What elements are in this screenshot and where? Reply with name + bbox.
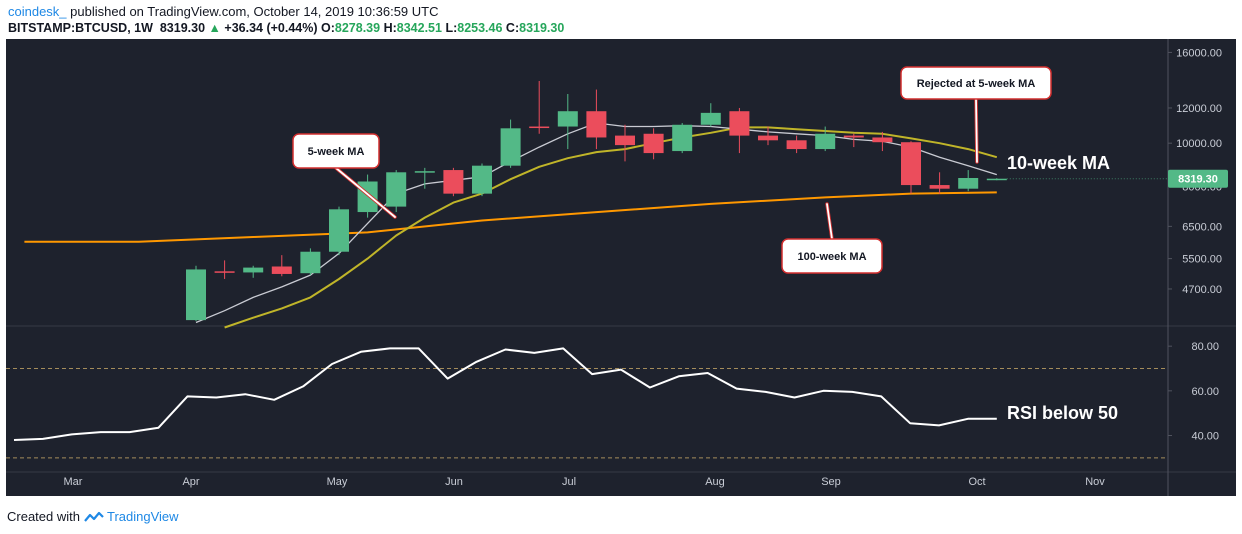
price-tick-label: 10000.00 bbox=[1176, 138, 1222, 150]
candle-body bbox=[815, 133, 836, 150]
candle-body bbox=[529, 126, 550, 129]
month-label: Jun bbox=[445, 476, 463, 488]
grid-lines bbox=[6, 39, 1236, 496]
ma100-callout-box bbox=[781, 238, 883, 274]
month-label: Oct bbox=[968, 476, 985, 488]
ma100-line bbox=[24, 191, 997, 243]
high-label: H: bbox=[383, 21, 397, 35]
rejected-callout-box bbox=[900, 66, 1052, 100]
change-value: +36.34 (+0.44%) bbox=[224, 21, 318, 35]
price-tick-label: 16000.00 bbox=[1176, 47, 1222, 59]
candle-body bbox=[443, 170, 464, 194]
candle-body bbox=[843, 135, 864, 138]
ma100-callout-pointer bbox=[826, 203, 833, 240]
candle-body bbox=[472, 165, 492, 194]
ma100-callout-text: 100-week MA bbox=[797, 251, 866, 263]
rsi-label: RSI below 50 bbox=[1007, 403, 1118, 423]
candle-body bbox=[500, 128, 521, 166]
rsi-line bbox=[13, 347, 997, 441]
candle-body bbox=[243, 267, 264, 273]
candle-body bbox=[214, 271, 235, 273]
footer: Created with TradingView bbox=[7, 509, 179, 524]
ma10-layer bbox=[224, 126, 998, 329]
ma5-callout-pointer bbox=[335, 167, 396, 218]
price-tick-label: 6500.00 bbox=[1182, 221, 1222, 233]
candle-body bbox=[300, 251, 321, 274]
candle-body bbox=[901, 142, 921, 186]
candle-body bbox=[700, 112, 721, 125]
ohlc-header: BITSTAMP:BTCUSD, 1W 8319.30 ▲ +36.34 (+0… bbox=[8, 21, 564, 35]
candle-body bbox=[929, 185, 950, 189]
candle-body bbox=[786, 140, 807, 150]
rsi-tick-label: 80.00 bbox=[1191, 341, 1219, 353]
month-label: Nov bbox=[1085, 476, 1105, 488]
month-label: Sep bbox=[821, 476, 841, 488]
open-label: O: bbox=[321, 21, 335, 35]
candle-body bbox=[615, 135, 635, 146]
tradingview-logo-icon bbox=[84, 511, 104, 522]
price-tick-label: 12000.00 bbox=[1176, 103, 1222, 115]
month-label: May bbox=[327, 476, 348, 488]
open-value: 8278.39 bbox=[334, 21, 381, 35]
last-price: 8319.30 bbox=[159, 21, 206, 35]
candle-body bbox=[986, 178, 1007, 181]
month-label: Mar bbox=[64, 476, 83, 488]
ma10-label: 10-week MA bbox=[1007, 153, 1110, 173]
candle-body bbox=[643, 133, 664, 154]
ma100-layer bbox=[24, 191, 997, 243]
high-value: 8342.51 bbox=[396, 21, 442, 35]
candle-body bbox=[958, 177, 979, 189]
candles-layer bbox=[186, 80, 1007, 322]
close-value: 8319.30 bbox=[519, 21, 565, 35]
candle-body bbox=[357, 181, 378, 213]
tradingview-link[interactable]: TradingView bbox=[106, 509, 179, 524]
price-tick-label: 4700.00 bbox=[1182, 284, 1222, 296]
candle-body bbox=[729, 111, 750, 136]
price-tick-label: 5500.00 bbox=[1182, 254, 1222, 266]
month-label: Aug bbox=[705, 476, 725, 488]
candle-body bbox=[329, 209, 349, 252]
candle-body bbox=[271, 266, 292, 274]
up-arrow-icon: ▲ bbox=[208, 21, 221, 35]
close-label: C: bbox=[505, 21, 520, 35]
rejected-callout-pointer bbox=[975, 98, 978, 163]
created-with-text: Created with bbox=[7, 509, 80, 524]
symbol-label: BITSTAMP:BTCUSD, 1W bbox=[8, 21, 153, 35]
candle-body bbox=[414, 171, 435, 173]
candle-body bbox=[557, 111, 578, 127]
rsi-tick-label: 40.00 bbox=[1191, 431, 1219, 443]
candle-body bbox=[672, 124, 693, 152]
ma5-callout-text: 5-week MA bbox=[308, 146, 365, 158]
candle-body bbox=[386, 172, 407, 207]
ma10-line bbox=[224, 126, 998, 329]
last-price-tag-label: 8319.30 bbox=[1178, 174, 1218, 186]
last-price-tag bbox=[1168, 169, 1228, 188]
author-link[interactable]: coindesk_ bbox=[8, 4, 67, 19]
rsi-layer bbox=[13, 347, 997, 441]
rejected-callout-text: Rejected at 5-week MA bbox=[917, 78, 1036, 90]
month-label: Jul bbox=[562, 476, 576, 488]
btc-weekly-chart[interactable]: 4700.005500.006500.008000.0010000.001200… bbox=[6, 39, 1236, 496]
rsi-tick-label: 60.00 bbox=[1191, 386, 1219, 398]
low-value: 8253.46 bbox=[457, 21, 503, 35]
candle-body bbox=[872, 137, 893, 143]
publish-text: published on TradingView.com, October 14… bbox=[70, 4, 439, 19]
annotations-layer: 8319.30 5-week MA Rejected at 5-week MA 100… bbox=[292, 66, 1228, 423]
chart-background bbox=[6, 39, 1236, 496]
month-label: Apr bbox=[182, 476, 199, 488]
candle-body bbox=[186, 269, 206, 321]
ma5-callout-box bbox=[292, 133, 380, 169]
low-label: L: bbox=[445, 21, 458, 35]
candle-body bbox=[586, 111, 607, 138]
candle-body bbox=[758, 135, 778, 141]
publish-info: coindesk_ published on TradingView.com, … bbox=[8, 4, 439, 19]
